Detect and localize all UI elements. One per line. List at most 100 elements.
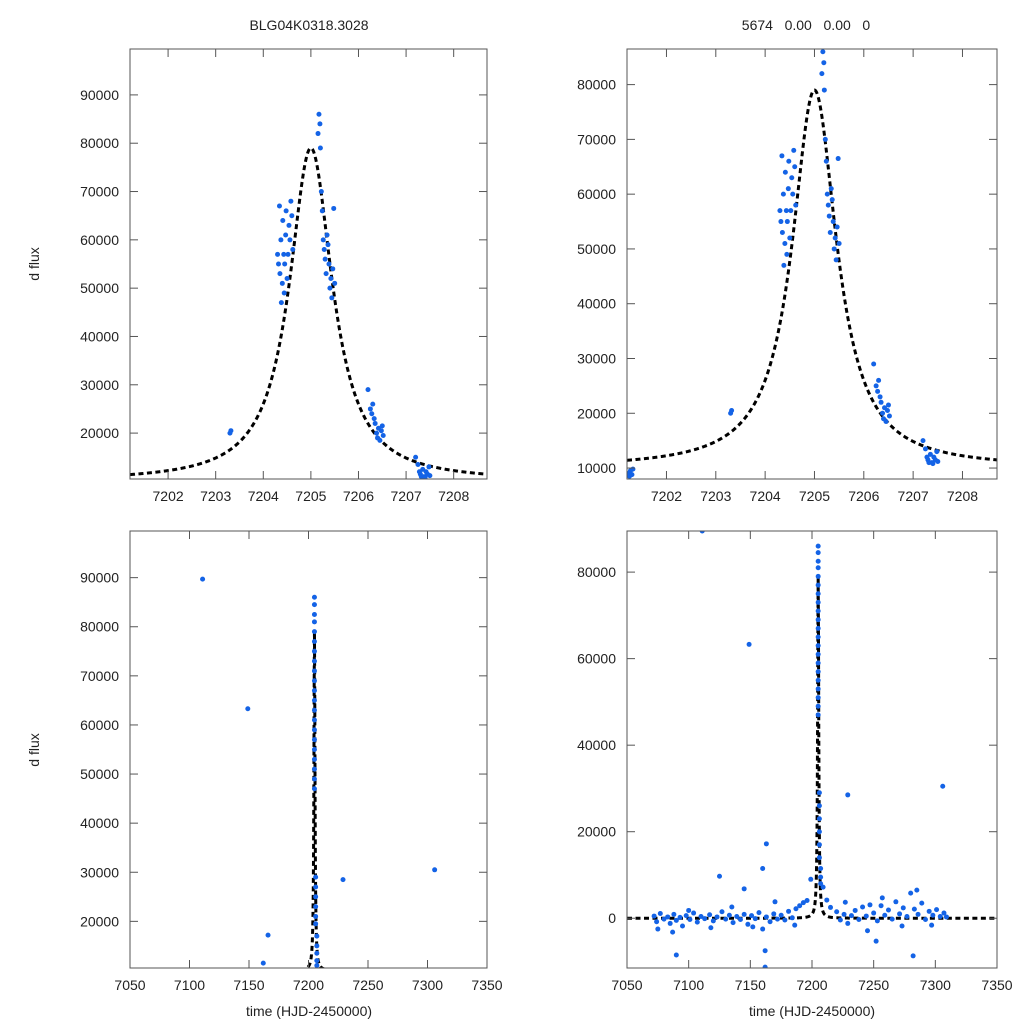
data-point-top-left-43 (369, 411, 375, 417)
data-point-bottom-right-70 (737, 917, 743, 923)
data-point-bottom-right-85 (793, 906, 799, 912)
data-point-bottom-right-26 (815, 651, 821, 657)
data-point-bottom-right-103 (882, 912, 888, 918)
data-point-bottom-right-128 (792, 922, 798, 928)
data-point-top-left-8 (279, 280, 285, 286)
data-point-bottom-right-93 (845, 920, 851, 926)
data-point-bottom-right-77 (763, 914, 769, 920)
data-point-bottom-right-22 (815, 617, 821, 623)
data-point-bottom-right-60 (698, 914, 704, 920)
data-point-bottom-right-40 (818, 865, 824, 871)
data-point-top-right-60 (922, 446, 928, 452)
data-point-bottom-right-6 (717, 873, 722, 879)
data-point-bottom-left-32 (313, 921, 319, 927)
data-point-bottom-right-15 (815, 558, 821, 564)
data-point-bottom-left-23 (311, 756, 317, 762)
data-point-bottom-right-97 (860, 904, 866, 910)
x-tick-label-top-right-7206: 7206 (848, 488, 879, 504)
data-point-bottom-right-112 (915, 911, 921, 917)
data-point-top-right-48 (875, 388, 881, 394)
data-point-top-right-38 (829, 197, 835, 203)
data-point-top-right-40 (831, 246, 837, 252)
data-point-bottom-right-104 (885, 907, 891, 913)
data-point-top-left-34 (326, 261, 332, 267)
panel-bottom-left: d flux time (HJD-2450000) 7050 7100 7150 72… (26, 530, 503, 1019)
ticks-layer-bottom-right: 7050 7100 7150 7200 7250 7300 7350 0 20000 40000 6… (577, 531, 1013, 993)
data-point-bottom-right-89 (808, 876, 814, 882)
model-curve-bottom-right (627, 576, 997, 920)
data-point-bottom-right-106 (893, 899, 899, 905)
data-point-bottom-left-18 (311, 707, 317, 713)
data-point-top-left-22 (315, 131, 321, 137)
data-point-top-left-9 (280, 218, 286, 224)
y-tick-label-bottom-right-0: 0 (608, 910, 616, 926)
data-point-top-left-31 (323, 271, 329, 277)
y-tick-label-bottom-right-80000: 80000 (577, 564, 616, 580)
data-point-top-left-1 (228, 428, 234, 434)
plot-frame-top-left (129, 48, 488, 480)
x-tick-label-bottom-left-7150: 7150 (233, 977, 264, 993)
data-point-bottom-left-34 (314, 943, 320, 949)
data-point-bottom-right-134 (929, 922, 935, 928)
model-layer-bottom-left (302, 631, 327, 968)
data-point-bottom-right-91 (837, 917, 843, 923)
data-point-bottom-left-27 (313, 874, 319, 880)
data-point-top-left-17 (286, 222, 292, 228)
data-point-top-right-7 (777, 208, 783, 214)
data-point-bottom-left-17 (311, 697, 317, 703)
model-curve-top-right (627, 88, 997, 462)
data-point-bottom-right-37 (816, 829, 822, 835)
x-tick-label-top-right-7204: 7204 (750, 488, 781, 504)
y-tick-label-bottom-left-50000: 50000 (80, 766, 119, 782)
ticks-layer-bottom-left: 7050 7100 7150 7200 7250 7300 7350 20000 30000 40… (80, 531, 503, 993)
data-point-top-left-47 (374, 430, 380, 436)
data-point-top-left-55 (415, 462, 421, 468)
model-layer-top-right (627, 88, 997, 462)
data-point-bottom-right-107 (897, 911, 903, 917)
data-point-bottom-right-23 (815, 625, 821, 631)
x-tick-label-top-right-7208: 7208 (947, 488, 978, 504)
x-tick-label-top-left-7203: 7203 (200, 488, 231, 504)
data-point-top-right-27 (819, 71, 825, 77)
data-point-top-right-51 (878, 399, 884, 405)
x-tick-label-top-right-7207: 7207 (898, 488, 929, 504)
data-point-top-left-53 (380, 433, 386, 439)
data-point-bottom-right-21 (815, 608, 821, 614)
data-point-bottom-right-33 (815, 712, 821, 718)
data-point-bottom-right-87 (800, 900, 806, 906)
data-point-top-left-30 (322, 256, 328, 262)
data-point-bottom-left-22 (311, 747, 317, 752)
panel-top-right: 5674 0.00 0.00 0 7202 7203 7204 7205 7206 720… (577, 17, 998, 504)
y-tick-label-top-left-70000: 70000 (80, 184, 119, 200)
y-tick-label-bottom-right-60000: 60000 (577, 651, 616, 667)
data-point-top-right-64 (927, 451, 933, 457)
y-tick-label-bottom-left-60000: 60000 (80, 717, 119, 733)
data-point-top-left-51 (378, 428, 384, 434)
panel-top-left: BLG04K0318.3028 d flux 7202 7203 7204 7205 7… (26, 17, 488, 504)
data-point-bottom-left-3 (260, 960, 266, 966)
data-point-bottom-left-6 (311, 594, 317, 600)
x-tick-label-bottom-right-7100: 7100 (673, 977, 704, 993)
data-point-top-right-19 (786, 158, 792, 164)
y-tick-label-top-left-30000: 30000 (80, 377, 119, 393)
data-point-bottom-left-31 (313, 913, 319, 919)
y-tick-label-top-left-50000: 50000 (80, 280, 119, 296)
data-point-bottom-right-129 (842, 899, 848, 905)
data-point-top-right-37 (828, 186, 834, 192)
y-tick-label-top-right-40000: 40000 (577, 296, 616, 312)
data-point-top-right-41 (832, 235, 838, 241)
xlabel-bottom-right: time (HJD-2450000) (749, 1003, 875, 1019)
ylabel-bottom-left: d flux (26, 733, 42, 766)
y-tick-label-bottom-left-20000: 20000 (80, 913, 119, 929)
data-point-top-right-57 (885, 402, 891, 408)
x-tick-label-top-left-7207: 7207 (391, 488, 422, 504)
chart-title-top-right: 5674 0.00 0.00 0 (742, 17, 871, 33)
y-tick-label-top-right-20000: 20000 (577, 405, 616, 421)
data-point-bottom-left-36 (314, 958, 320, 964)
data-point-bottom-right-109 (904, 914, 910, 920)
data-point-bottom-right-14 (815, 550, 821, 556)
data-point-top-left-35 (327, 285, 333, 291)
data-point-bottom-right-28 (815, 669, 821, 675)
data-point-bottom-right-65 (719, 909, 725, 915)
data-point-top-right-14 (782, 169, 788, 175)
